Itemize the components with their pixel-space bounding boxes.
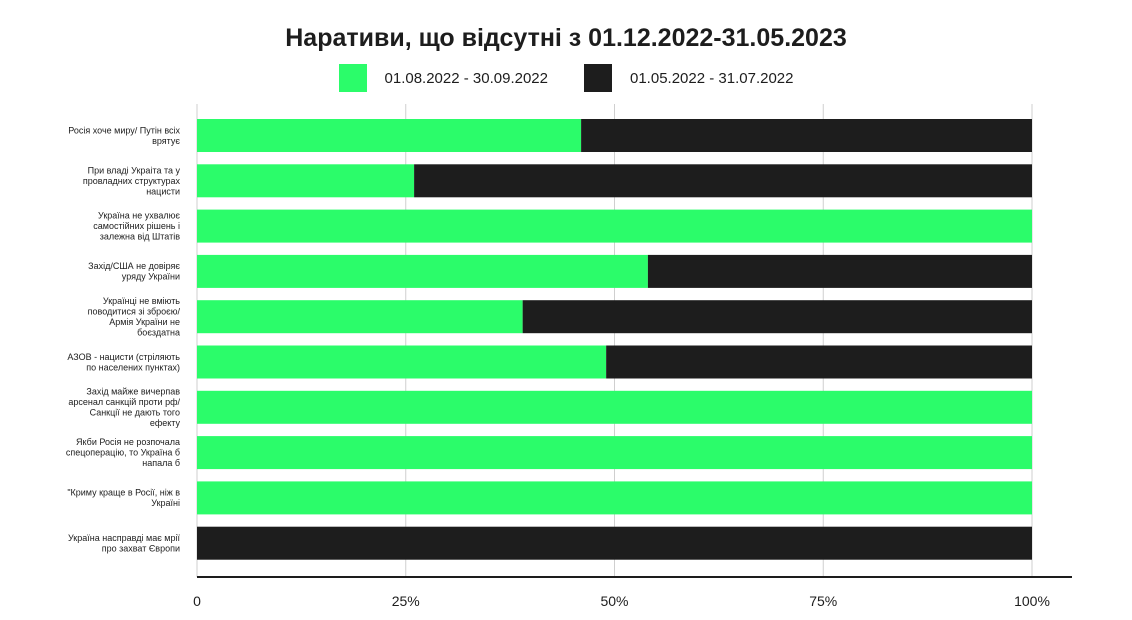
x-tick-label: 25% bbox=[392, 593, 420, 609]
bar-series-1 bbox=[197, 436, 1032, 470]
category-label: Захід майже вичерпав арсенал санкцій прот… bbox=[68, 387, 180, 429]
x-tick-label: 50% bbox=[600, 593, 628, 609]
bar-series-1 bbox=[197, 481, 1032, 515]
legend-swatch-series-1 bbox=[338, 64, 367, 92]
bar-series-2 bbox=[414, 164, 1033, 198]
bar-series-2 bbox=[606, 345, 1032, 379]
category-label: Україна насправді має мрії про захват Євр… bbox=[68, 533, 181, 554]
category-label: Захід/США не довіряє уряду України bbox=[88, 261, 180, 282]
bar-series-2 bbox=[197, 526, 1032, 560]
category-label: Українці не вміють поводитися зі зброєю/А… bbox=[88, 296, 181, 338]
bar-series-1 bbox=[197, 119, 582, 152]
bar-series-2 bbox=[647, 254, 1032, 288]
bar-series-1 bbox=[197, 300, 523, 334]
legend: 01.08.2022 - 30.09.2022 01.05.2022 - 31.… bbox=[0, 64, 1132, 92]
category-label: Україна не ухвалює самостійних рішень і за… bbox=[93, 211, 180, 242]
legend-label-series-1: 01.08.2022 - 30.09.2022 bbox=[384, 69, 548, 87]
legend-label-series-2: 01.05.2022 - 31.07.2022 bbox=[630, 69, 794, 87]
category-label: АЗОВ - нацисти (стріляють по населених пу… bbox=[67, 352, 180, 373]
category-label: При владі Украіта та у провладних структу… bbox=[83, 165, 181, 196]
bar-series-1 bbox=[197, 345, 607, 379]
x-tick-label: 0 bbox=[193, 593, 201, 609]
legend-swatch-series-2 bbox=[584, 64, 612, 92]
bar-series-1 bbox=[197, 390, 1032, 424]
bar-series-2 bbox=[522, 300, 1032, 334]
chart-title: Наративи, що відсутні з 01.12.2022-31.05… bbox=[285, 24, 847, 52]
bar-series-1 bbox=[197, 209, 1032, 243]
legend-item-series-1: 01.08.2022 - 30.09.2022 bbox=[338, 64, 548, 92]
bar-series-1 bbox=[197, 164, 415, 198]
category-label: "Криму краще в Росії, ніж в Україні bbox=[67, 488, 180, 509]
category-label: Росія хоче миру/ Путін всіх врятує bbox=[68, 125, 180, 146]
category-label: Якби Росія не розпочала спецоперацію, то … bbox=[66, 437, 180, 468]
bar-series-1 bbox=[197, 254, 648, 288]
x-tick-label: 75% bbox=[809, 593, 837, 609]
legend-item-series-2: 01.05.2022 - 31.07.2022 bbox=[584, 64, 793, 92]
bar-series-2 bbox=[581, 119, 1032, 152]
x-tick-label: 100% bbox=[1014, 593, 1050, 609]
